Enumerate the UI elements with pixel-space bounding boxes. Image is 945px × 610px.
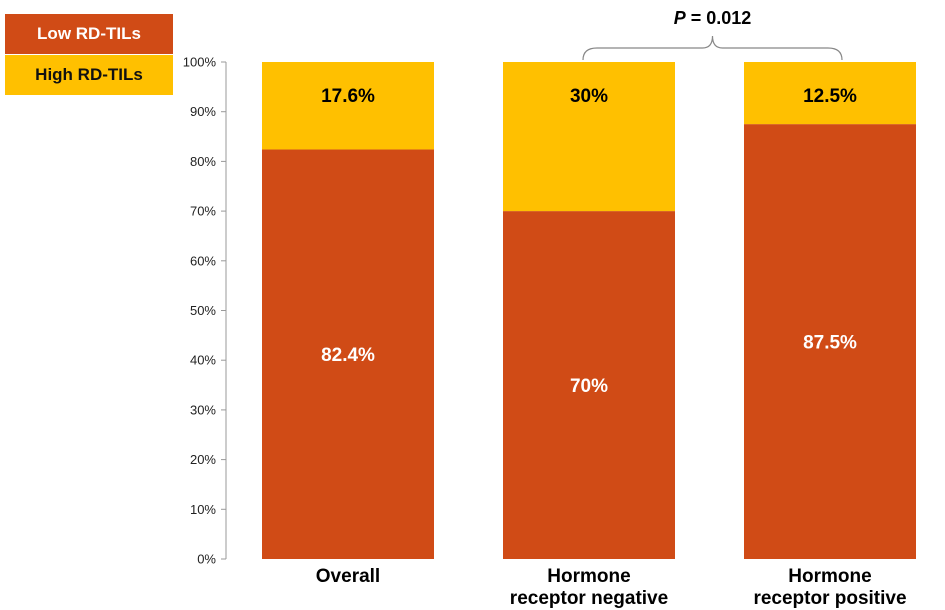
y-tick-label: 0%	[197, 552, 216, 567]
y-axis: 0% 10% 20% 30% 40% 50% 60% 70% 80% 90% 100%	[183, 55, 227, 567]
legend-item-high-rd-tils: High RD-TILs	[5, 55, 173, 95]
data-label: 30%	[570, 86, 608, 107]
bars	[262, 62, 916, 560]
x-category-label: Hormone	[788, 566, 871, 587]
y-tick-label: 90%	[190, 104, 216, 119]
x-category-label: Overall	[316, 566, 380, 587]
data-label: 17.6%	[321, 86, 375, 107]
bar-segment-high	[744, 62, 916, 125]
data-label: 82.4%	[321, 345, 375, 366]
y-tick-label: 80%	[190, 154, 216, 169]
y-tick-label: 50%	[190, 303, 216, 318]
y-tick-label: 40%	[190, 353, 216, 368]
y-tick-label: 60%	[190, 253, 216, 268]
significance-brace	[582, 35, 843, 61]
bar-segment-high	[262, 62, 434, 150]
y-tick-label: 70%	[190, 204, 216, 219]
data-label: 87.5%	[803, 333, 857, 354]
y-tick-label: 100%	[183, 55, 217, 70]
data-label: 12.5%	[803, 86, 857, 107]
bar-segment-high	[503, 62, 675, 212]
significance-annotation: P = 0.012	[582, 8, 843, 61]
legend-label-low: Low RD-TILs	[37, 24, 141, 43]
y-tick-label: 30%	[190, 402, 216, 417]
bar-segment-low	[262, 149, 434, 560]
bar-segment-low	[503, 211, 675, 559]
bar-segment-low	[744, 124, 916, 559]
data-label: 70%	[570, 376, 608, 397]
data-labels: 82.4% 17.6% 70% 30% 87.5% 12.5%	[321, 86, 857, 397]
y-tick-label: 10%	[190, 502, 216, 517]
x-category-label: Hormone	[547, 566, 630, 587]
p-value-text: P = 0.012	[674, 8, 752, 28]
p-letter: P	[674, 8, 687, 28]
y-tick-label: 20%	[190, 452, 216, 467]
legend-item-low-rd-tils: Low RD-TILs	[5, 14, 173, 54]
p-value: = 0.012	[686, 8, 752, 28]
x-category-label: receptor positive	[753, 588, 906, 609]
x-category-label: receptor negative	[510, 588, 668, 609]
legend-label-high: High RD-TILs	[35, 65, 143, 84]
